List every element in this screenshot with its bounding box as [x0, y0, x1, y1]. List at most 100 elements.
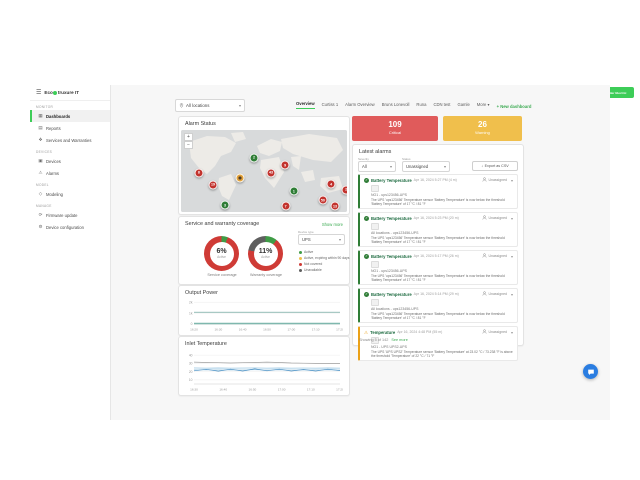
status-filter-value: Unassigned [406, 164, 429, 169]
sidebar-item-alarms[interactable]: ⚠ Alarms [30, 167, 110, 179]
tab-gamle[interactable]: Gamle [457, 102, 470, 107]
map-marker-critical[interactable]: 4 [326, 179, 336, 189]
output-power-card: Output Power 2k 1k 0 16:20 16:30 16:40 16:50 17… [178, 285, 350, 336]
tab-cdn-test[interactable]: CDN test [433, 102, 451, 107]
map-marker-critical[interactable]: 8 [194, 168, 204, 178]
assignee-label: Unassigned [488, 254, 507, 259]
world-map-land [181, 130, 347, 212]
alarm-assignee: Unassigned [482, 329, 507, 335]
alarm-timestamp: Apr 16, 2024 4:48 PM (55 m) [397, 330, 443, 335]
tab-curtiss-1[interactable]: Curtiss 1 [321, 102, 339, 107]
chat-fab-button[interactable] [583, 364, 598, 379]
sidebar-item-device-configuration[interactable]: ⚙ Device configuration [30, 221, 110, 233]
person-icon [482, 253, 487, 259]
alarm-location: NO1 - ups123456-UPS [371, 268, 407, 273]
sidebar-item-reports[interactable]: ▤ Reports [30, 122, 110, 134]
map-marker-ok[interactable]: 3 [220, 200, 230, 210]
row-expand-chevron-icon[interactable]: ▾ [510, 291, 513, 297]
coverage-show-more-link[interactable]: Show more [321, 222, 343, 227]
tab-overview[interactable]: Overview [296, 101, 315, 109]
map-marker-critical[interactable]: 43 [266, 168, 276, 178]
alarm-description: The UPS 'ups123456' Temperature sensor '… [371, 273, 505, 282]
sidebar-item-label: Devices [46, 158, 61, 164]
alarm-list: ✓ Battery Temperature Apr 16, 2024 5:27 PM… [353, 174, 523, 364]
inlet-temperature-title: Inlet Temperature [185, 341, 227, 347]
map-marker-ok[interactable]: 1 [289, 186, 299, 196]
alarm-row[interactable]: ⚠ Temperature Apr 16, 2024 4:48 PM (55 m) U… [358, 326, 518, 362]
tab-alarm-overview[interactable]: Alarm Overview [345, 102, 375, 107]
ecostruxure-lifecycle-icon [53, 90, 58, 95]
coverage-title: Service and warranty coverage [185, 221, 260, 227]
map-zoom-out-button[interactable]: − [184, 141, 193, 149]
map-marker-warning[interactable] [235, 173, 245, 183]
row-expand-chevron-icon[interactable]: ▾ [510, 253, 513, 259]
schneider-electric-logo[interactable]: Schneider Electric [592, 87, 634, 98]
dashboard-tabs: Overview Curtiss 1 Alarm Overview Bruns Lon… [296, 101, 531, 109]
map-marker-critical[interactable]: 50 [318, 195, 328, 205]
tab-runa[interactable]: Runa [416, 102, 427, 107]
alarm-row[interactable]: ✓ Battery Temperature Apr 16, 2024 5:23 PM… [358, 212, 518, 248]
alarm-timestamp: Apr 16, 2024 5:17 PM (26 m) [413, 254, 459, 259]
donut-center: 11% Active [248, 236, 283, 271]
alarm-title: Battery Temperature [371, 177, 412, 183]
alarm-world-map[interactable]: + − 8 19 2 43 9 1 7 3 4 50 13 2 [181, 130, 347, 212]
critical-alarms-banner[interactable]: 109 Critical [352, 116, 438, 141]
map-marker-critical[interactable]: 19 [208, 180, 218, 190]
see-more-link[interactable]: See more [391, 338, 408, 342]
donut-sublabel: Active [217, 255, 226, 259]
sidebar-item-modeling[interactable]: ◇ Modeling [30, 188, 110, 200]
row-expand-chevron-icon[interactable]: ▾ [510, 329, 513, 335]
map-marker-critical[interactable]: 13 [330, 201, 340, 211]
device-type-chip [371, 184, 379, 192]
legend-label: Active, expiring within 90 days [304, 256, 350, 260]
alarm-row[interactable]: ✓ Battery Temperature Apr 16, 2024 5:17 PM… [358, 250, 518, 286]
location-pin-icon [179, 103, 184, 108]
row-expand-chevron-icon[interactable]: ▾ [510, 177, 513, 183]
person-icon [482, 291, 487, 297]
download-icon: ↓ [481, 164, 484, 168]
new-dashboard-link[interactable]: + New dashboard [496, 104, 532, 109]
nav-group-label: Model [36, 183, 49, 187]
legend-item-not-covered: Not covered [299, 262, 349, 266]
location-selector[interactable]: All locations ▾ [175, 99, 245, 112]
svg-text:10: 10 [189, 378, 193, 382]
map-zoom-in-button[interactable]: + [184, 133, 193, 141]
row-expand-chevron-icon[interactable]: ▾ [510, 215, 513, 221]
sidebar-item-devices[interactable]: ▣ Devices [30, 155, 110, 167]
map-marker-critical[interactable]: 7 [281, 201, 291, 211]
map-marker-critical[interactable]: 9 [280, 160, 290, 170]
severity-filter-select[interactable]: All ▾ [358, 161, 396, 172]
devices-icon: ▣ [38, 158, 43, 163]
alarm-location: All locations - ups123456-UPS [371, 230, 419, 235]
warning-count: 26 [478, 120, 487, 129]
device-type-select[interactable]: UPS ▾ [298, 234, 345, 245]
status-filter-select[interactable]: Unassigned ▾ [402, 161, 450, 172]
legend-item-active-expiring-within-90-days: Active, expiring within 90 days [299, 256, 349, 260]
alarm-row[interactable]: ✓ Battery Temperature Apr 16, 2024 5:27 PM… [358, 174, 518, 210]
alarm-row[interactable]: ✓ Battery Temperature Apr 16, 2024 5:14 PM… [358, 288, 518, 324]
sidebar-item-firmware-update[interactable]: ⟳ Firmware update [30, 209, 110, 221]
sidebar-item-dashboards[interactable]: ▦ Dashboards [30, 110, 110, 122]
alarm-title: Battery Temperature [371, 253, 412, 259]
sidebar-item-services-and-warranties[interactable]: ❖ Services and Warranties [30, 134, 110, 146]
tab-bruns-lonevoll[interactable]: Bruns Lonevoll [381, 102, 410, 107]
export-csv-button[interactable]: ↓ Export as CSV [472, 161, 518, 171]
alarm-description: The UPS 'ups123456' Temperature sensor '… [371, 197, 505, 206]
tab-more[interactable]: More ▾ [476, 102, 490, 107]
svg-text:17:10: 17:10 [307, 388, 315, 392]
alarm-count-text: Showing 5 of 142 [359, 338, 389, 342]
sidebar-item-label: Modeling [46, 191, 63, 197]
alarm-title: Battery Temperature [371, 215, 412, 221]
sidebar-item-label: Services and Warranties [46, 137, 92, 143]
chevron-down-icon: ▾ [338, 237, 341, 242]
warning-alarms-banner[interactable]: 26 Warning [443, 116, 522, 141]
map-marker-ok[interactable]: 2 [249, 153, 259, 163]
map-marker-critical[interactable]: 2 [341, 185, 347, 195]
svg-text:0: 0 [191, 322, 193, 326]
legend-dot [299, 250, 302, 254]
sidebar-item-label: Device configuration [46, 224, 84, 230]
person-icon [482, 329, 487, 335]
person-icon [482, 177, 487, 183]
hamburger-menu-icon[interactable]: ☰ [36, 90, 42, 96]
svg-text:2k: 2k [189, 300, 193, 304]
